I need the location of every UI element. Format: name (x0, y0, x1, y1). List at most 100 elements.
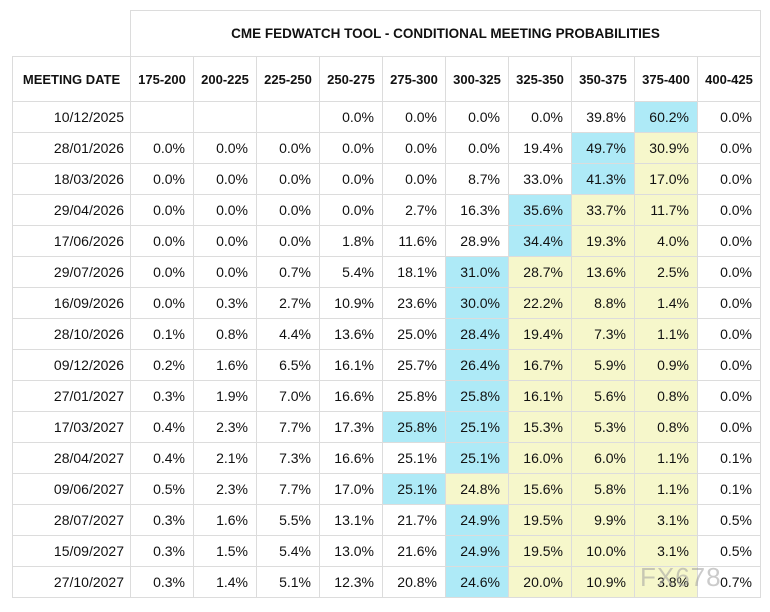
probability-cell: 1.1% (634, 473, 698, 505)
probability-table: CME FEDWATCH TOOL - CONDITIONAL MEETING … (12, 10, 761, 598)
column-header: 300-325 (445, 56, 509, 102)
probability-cell: 22.2% (508, 287, 572, 319)
probability-cell: 16.1% (508, 380, 572, 412)
probability-cell: 8.7% (445, 163, 509, 195)
probability-cell: 12.3% (319, 566, 383, 598)
probability-cell (256, 101, 320, 133)
meeting-date: 09/12/2026 (12, 349, 131, 381)
probability-cell: 0.1% (130, 318, 194, 350)
watermark: FX678 (640, 562, 722, 592)
table-row: 16/09/2026 0.0% 0.3% 2.7% 10.9% 23.6% 30.0% 22.… (12, 287, 761, 319)
probability-cell: 33.0% (508, 163, 572, 195)
probability-cell: 0.0% (130, 163, 194, 195)
probability-cell: 2.7% (256, 287, 320, 319)
probability-cell: 0.5% (130, 473, 194, 505)
table-row: 17/03/2027 0.4% 2.3% 7.7% 17.3% 25.8% 25.1% 15.… (12, 411, 761, 443)
probability-cell: 0.0% (697, 163, 761, 195)
probability-cell: 0.3% (130, 380, 194, 412)
probability-cell: 2.5% (634, 256, 698, 288)
probability-cell: 7.7% (256, 473, 320, 505)
probability-cell: 3.1% (634, 535, 698, 567)
probability-cell: 0.0% (697, 318, 761, 350)
probability-cell: 2.1% (193, 442, 257, 474)
probability-cell: 0.0% (697, 256, 761, 288)
table-row: 27/01/2027 0.3% 1.9% 7.0% 16.6% 25.8% 25.8% 16.… (12, 380, 761, 412)
probability-cell: 15.6% (508, 473, 572, 505)
table-row: 28/10/2026 0.1% 0.8% 4.4% 13.6% 25.0% 28.4% 19.… (12, 318, 761, 350)
probability-cell: 2.3% (193, 473, 257, 505)
probability-cell: 0.0% (382, 132, 446, 164)
probability-cell: 1.6% (193, 349, 257, 381)
probability-cell: 26.4% (445, 349, 509, 381)
probability-cell: 24.9% (445, 535, 509, 567)
probability-cell: 0.0% (445, 101, 509, 133)
meeting-date: 27/01/2027 (12, 380, 131, 412)
probability-cell: 10.9% (319, 287, 383, 319)
probability-cell: 5.4% (256, 535, 320, 567)
probability-cell: 0.0% (193, 256, 257, 288)
probability-cell: 16.7% (508, 349, 572, 381)
probability-cell: 0.0% (319, 101, 383, 133)
probability-cell: 0.0% (508, 101, 572, 133)
probability-cell: 25.0% (382, 318, 446, 350)
probability-cell: 25.1% (382, 473, 446, 505)
probability-cell: 6.5% (256, 349, 320, 381)
probability-cell: 30.0% (445, 287, 509, 319)
probability-cell: 0.0% (256, 163, 320, 195)
probability-cell: 17.0% (634, 163, 698, 195)
probability-cell: 25.1% (445, 442, 509, 474)
probability-cell: 11.7% (634, 194, 698, 226)
table-row: 27/10/2027 0.3% 1.4% 5.1% 12.3% 20.8% 24.6% 20.… (12, 566, 761, 598)
probability-cell: 0.5% (697, 535, 761, 567)
probability-cell: 34.4% (508, 225, 572, 257)
probability-cell: 60.2% (634, 101, 698, 133)
column-header: 350-375 (571, 56, 635, 102)
table-row: 29/07/2026 0.0% 0.0% 0.7% 5.4% 18.1% 31.0% 28.7… (12, 256, 761, 288)
column-header: 200-225 (193, 56, 257, 102)
probability-cell: 0.2% (130, 349, 194, 381)
column-header: 225-250 (256, 56, 320, 102)
probability-cell: 0.3% (130, 504, 194, 536)
probability-cell: 11.6% (382, 225, 446, 257)
column-header: 175-200 (130, 56, 194, 102)
probability-cell: 2.3% (193, 411, 257, 443)
probability-cell: 10.0% (571, 535, 635, 567)
probability-cell: 0.0% (697, 132, 761, 164)
probability-cell: 0.0% (193, 194, 257, 226)
probability-cell: 0.0% (193, 163, 257, 195)
probability-cell: 19.4% (508, 318, 572, 350)
meeting-date: 17/06/2026 (12, 225, 131, 257)
probability-cell: 39.8% (571, 101, 635, 133)
probability-cell: 24.6% (445, 566, 509, 598)
table-row: 28/01/2026 0.0% 0.0% 0.0% 0.0% 0.0% 0.0% 19.4% 4… (12, 132, 761, 164)
probability-cell: 16.6% (319, 380, 383, 412)
probability-cell: 0.0% (256, 194, 320, 226)
probability-cell: 0.0% (193, 132, 257, 164)
probability-cell: 0.0% (697, 287, 761, 319)
probability-cell: 0.3% (193, 287, 257, 319)
probability-cell: 1.8% (319, 225, 383, 257)
column-header: 250-275 (319, 56, 383, 102)
meeting-date: 16/09/2026 (12, 287, 131, 319)
probability-cell: 0.0% (319, 194, 383, 226)
probability-cell: 19.5% (508, 504, 572, 536)
probability-cell: 5.5% (256, 504, 320, 536)
meeting-date: 28/01/2026 (12, 132, 131, 164)
meeting-date: 09/06/2027 (12, 473, 131, 505)
probability-cell (193, 101, 257, 133)
probability-cell: 0.4% (130, 442, 194, 474)
probability-cell: 0.0% (130, 132, 194, 164)
meeting-date: 10/12/2025 (12, 101, 131, 133)
probability-cell: 0.0% (319, 163, 383, 195)
probability-cell: 0.4% (130, 411, 194, 443)
probability-cell: 7.3% (571, 318, 635, 350)
probability-cell: 28.9% (445, 225, 509, 257)
table-row: 09/06/2027 0.5% 2.3% 7.7% 17.0% 25.1% 24.8% 15.… (12, 473, 761, 505)
probability-cell: 1.1% (634, 318, 698, 350)
probability-cell: 3.1% (634, 504, 698, 536)
probability-cell: 30.9% (634, 132, 698, 164)
probability-cell: 28.4% (445, 318, 509, 350)
probability-cell: 0.0% (697, 380, 761, 412)
probability-cell: 16.1% (319, 349, 383, 381)
